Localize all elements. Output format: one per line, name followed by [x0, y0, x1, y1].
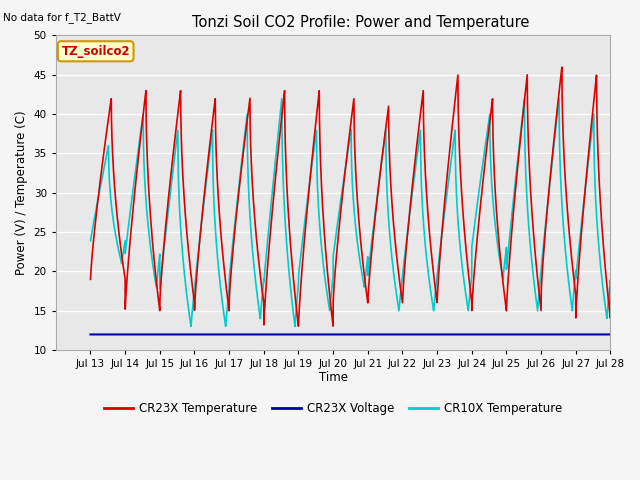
- Title: Tonzi Soil CO2 Profile: Power and Temperature: Tonzi Soil CO2 Profile: Power and Temper…: [192, 15, 529, 30]
- Text: TZ_soilco2: TZ_soilco2: [61, 45, 130, 58]
- Legend: CR23X Temperature, CR23X Voltage, CR10X Temperature: CR23X Temperature, CR23X Voltage, CR10X …: [99, 397, 567, 420]
- Text: No data for f_T2_BattV: No data for f_T2_BattV: [3, 12, 121, 23]
- Y-axis label: Power (V) / Temperature (C): Power (V) / Temperature (C): [15, 110, 28, 275]
- X-axis label: Time: Time: [319, 371, 348, 384]
